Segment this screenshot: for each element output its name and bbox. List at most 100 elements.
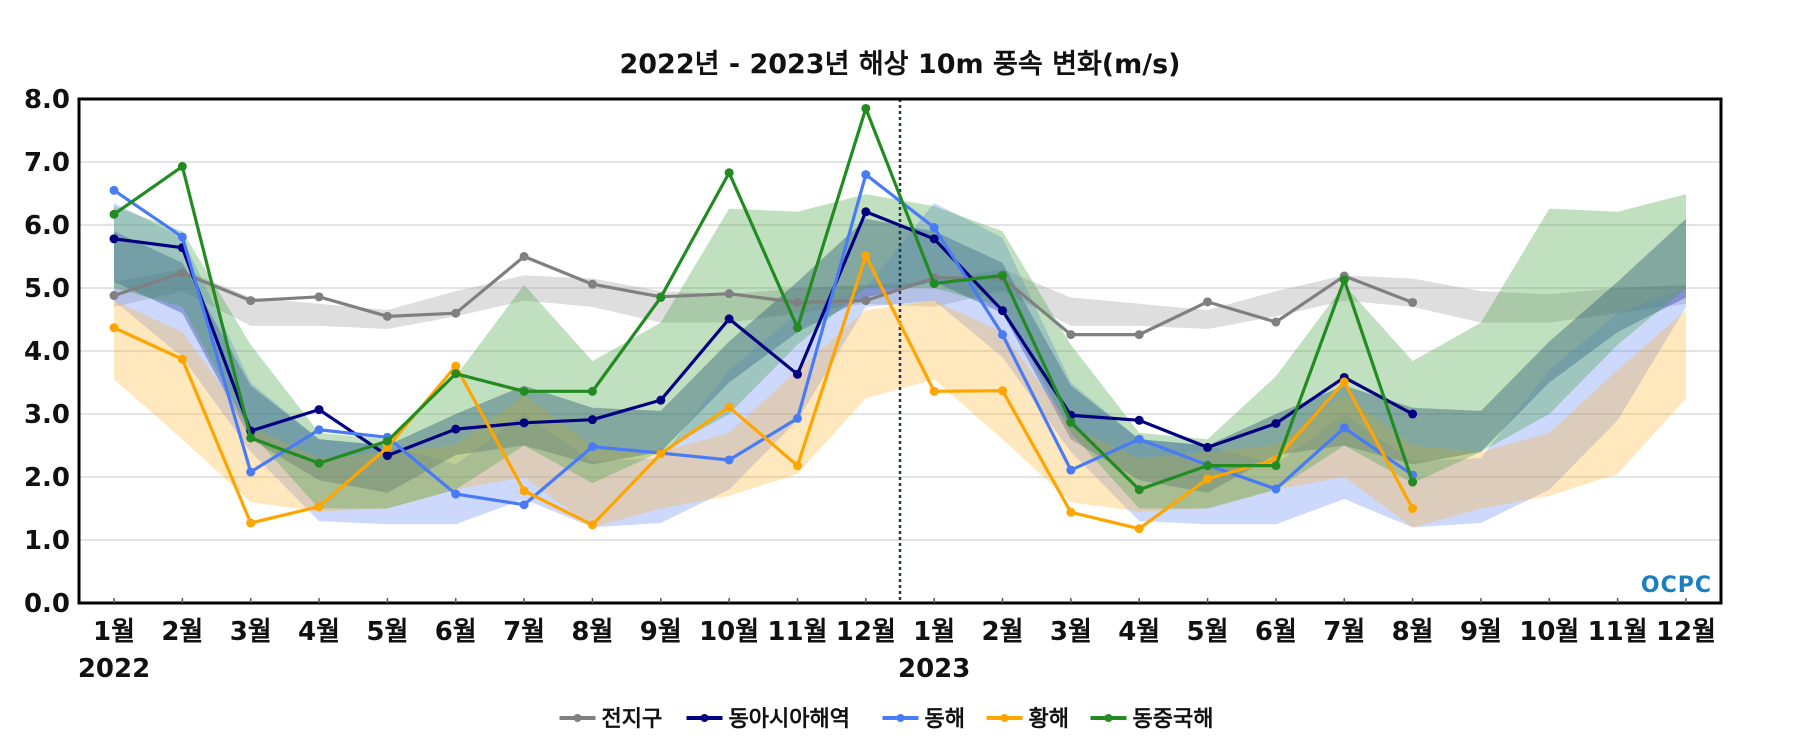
point-동해 xyxy=(1339,423,1349,433)
point-동아시아해역 xyxy=(1203,442,1213,452)
x-tick-label: 4월 xyxy=(298,617,340,647)
point-동중국해 xyxy=(861,103,871,113)
point-황해 xyxy=(451,361,461,371)
point-전지구 xyxy=(861,296,871,306)
point-황해 xyxy=(1203,474,1213,484)
point-동중국해 xyxy=(109,209,119,219)
x-tick-label: 2월 xyxy=(982,617,1024,647)
point-동아시아해역 xyxy=(519,418,529,428)
point-전지구 xyxy=(451,308,461,318)
point-전지구 xyxy=(109,291,119,301)
legend-item: 동아시아해역 xyxy=(686,707,850,732)
point-황해 xyxy=(177,354,187,364)
band-황해 xyxy=(114,300,1686,528)
x-tick-label: 6월 xyxy=(435,617,477,647)
line-동해 xyxy=(113,173,1414,507)
point-황해 xyxy=(656,449,666,459)
point-황해 xyxy=(1339,377,1349,387)
x-axis: 1월 2월 3월 4월 5월 6월 7월 8월 9월 10월 11월 12월 1월 2월 3월 4월 5월 6월 7… xyxy=(78,598,1716,684)
point-동중국해 xyxy=(792,323,802,333)
point-동아시아해역 xyxy=(1134,415,1144,425)
x-tick-label: 5월 xyxy=(1187,617,1229,647)
point-황해 xyxy=(109,323,119,333)
point-황해 xyxy=(587,520,597,530)
y-tick-label: 4.0 xyxy=(24,337,70,367)
x-tick-label: 9월 xyxy=(1460,617,1502,647)
x-tick-label: 8월 xyxy=(571,617,613,647)
x-tick-label: 1월 xyxy=(913,617,955,647)
ocpc-logo: OCPC xyxy=(1641,573,1712,598)
point-전지구 xyxy=(1203,297,1213,307)
y-tick-label: 2.0 xyxy=(24,463,70,493)
x-tick-label: 7월 xyxy=(503,617,545,647)
legend-marker xyxy=(1104,714,1113,722)
point-동해 xyxy=(792,413,802,423)
point-황해 xyxy=(1408,504,1418,513)
point-전지구 xyxy=(792,297,802,307)
point-동해 xyxy=(519,500,529,510)
point-동중국해 xyxy=(1408,477,1418,487)
x-tick-label: 12월 xyxy=(1656,617,1716,647)
legend-label: 전지구 xyxy=(602,707,663,732)
x-tick-label: 1월 xyxy=(93,617,135,647)
legend-label: 황해 xyxy=(1029,707,1069,732)
point-전지구 xyxy=(1134,330,1144,340)
point-동중국해 xyxy=(587,386,597,396)
point-동해 xyxy=(246,467,256,477)
legend-label: 동중국해 xyxy=(1133,707,1214,732)
point-동해 xyxy=(724,455,734,465)
point-전지구 xyxy=(519,252,529,261)
point-동아시아해역 xyxy=(109,234,119,244)
point-동해 xyxy=(587,442,597,452)
point-황해 xyxy=(519,486,529,496)
x-tick-label: 3월 xyxy=(230,617,272,647)
legend: 전지구 동아시아해역 동해 황해 동중국해 xyxy=(559,707,1214,732)
x-tick-label: 2월 xyxy=(161,617,203,647)
legend-item: 전지구 xyxy=(559,707,663,732)
point-전지구 xyxy=(587,279,597,289)
y-tick-label: 1.0 xyxy=(24,526,70,556)
point-동중국해 xyxy=(1134,485,1144,495)
x-tick-label: 10월 xyxy=(699,617,759,647)
point-동해 xyxy=(314,425,324,435)
point-동중국해 xyxy=(314,458,324,468)
year-label: 2023 xyxy=(898,654,970,684)
x-tick-label: 5월 xyxy=(366,617,408,647)
point-황해 xyxy=(1066,507,1076,517)
x-tick-label: 11월 xyxy=(1588,617,1648,647)
point-전지구 xyxy=(246,296,256,306)
point-동중국해 xyxy=(177,161,187,171)
point-동중국해 xyxy=(382,436,392,446)
point-동아시아해역 xyxy=(451,424,461,434)
point-동아시아해역 xyxy=(998,306,1008,316)
y-tick-label: 3.0 xyxy=(24,400,70,430)
chart-title: 2022년 - 2023년 해상 10m 풍속 변화(m/s) xyxy=(619,49,1180,80)
point-동해 xyxy=(109,185,119,195)
point-전지구 xyxy=(1066,330,1076,340)
point-전지구 xyxy=(314,292,324,302)
point-동중국해 xyxy=(929,279,939,289)
legend-item: 동중국해 xyxy=(1090,707,1214,732)
point-전지구 xyxy=(1271,317,1281,327)
point-동아시아해역 xyxy=(382,451,392,461)
point-전지구 xyxy=(1408,297,1418,307)
x-tick-label: 10월 xyxy=(1519,617,1579,647)
point-전지구 xyxy=(724,289,734,299)
y-tick-label: 7.0 xyxy=(24,148,70,178)
line-전지구 xyxy=(113,254,1414,337)
point-동해 xyxy=(177,232,187,242)
legend-marker xyxy=(896,714,905,722)
point-황해 xyxy=(998,386,1008,396)
point-동아시아해역 xyxy=(1408,409,1418,419)
point-동중국해 xyxy=(451,369,461,379)
point-동중국해 xyxy=(1066,417,1076,427)
point-동아시아해역 xyxy=(929,234,939,244)
x-tick-label: 8월 xyxy=(1392,617,1434,647)
legend-marker xyxy=(700,714,709,722)
plot-frame xyxy=(77,97,1723,605)
legend-item: 황해 xyxy=(986,707,1069,732)
series-lines xyxy=(109,103,1418,534)
point-황해 xyxy=(314,502,324,512)
point-동중국해 xyxy=(246,433,256,443)
